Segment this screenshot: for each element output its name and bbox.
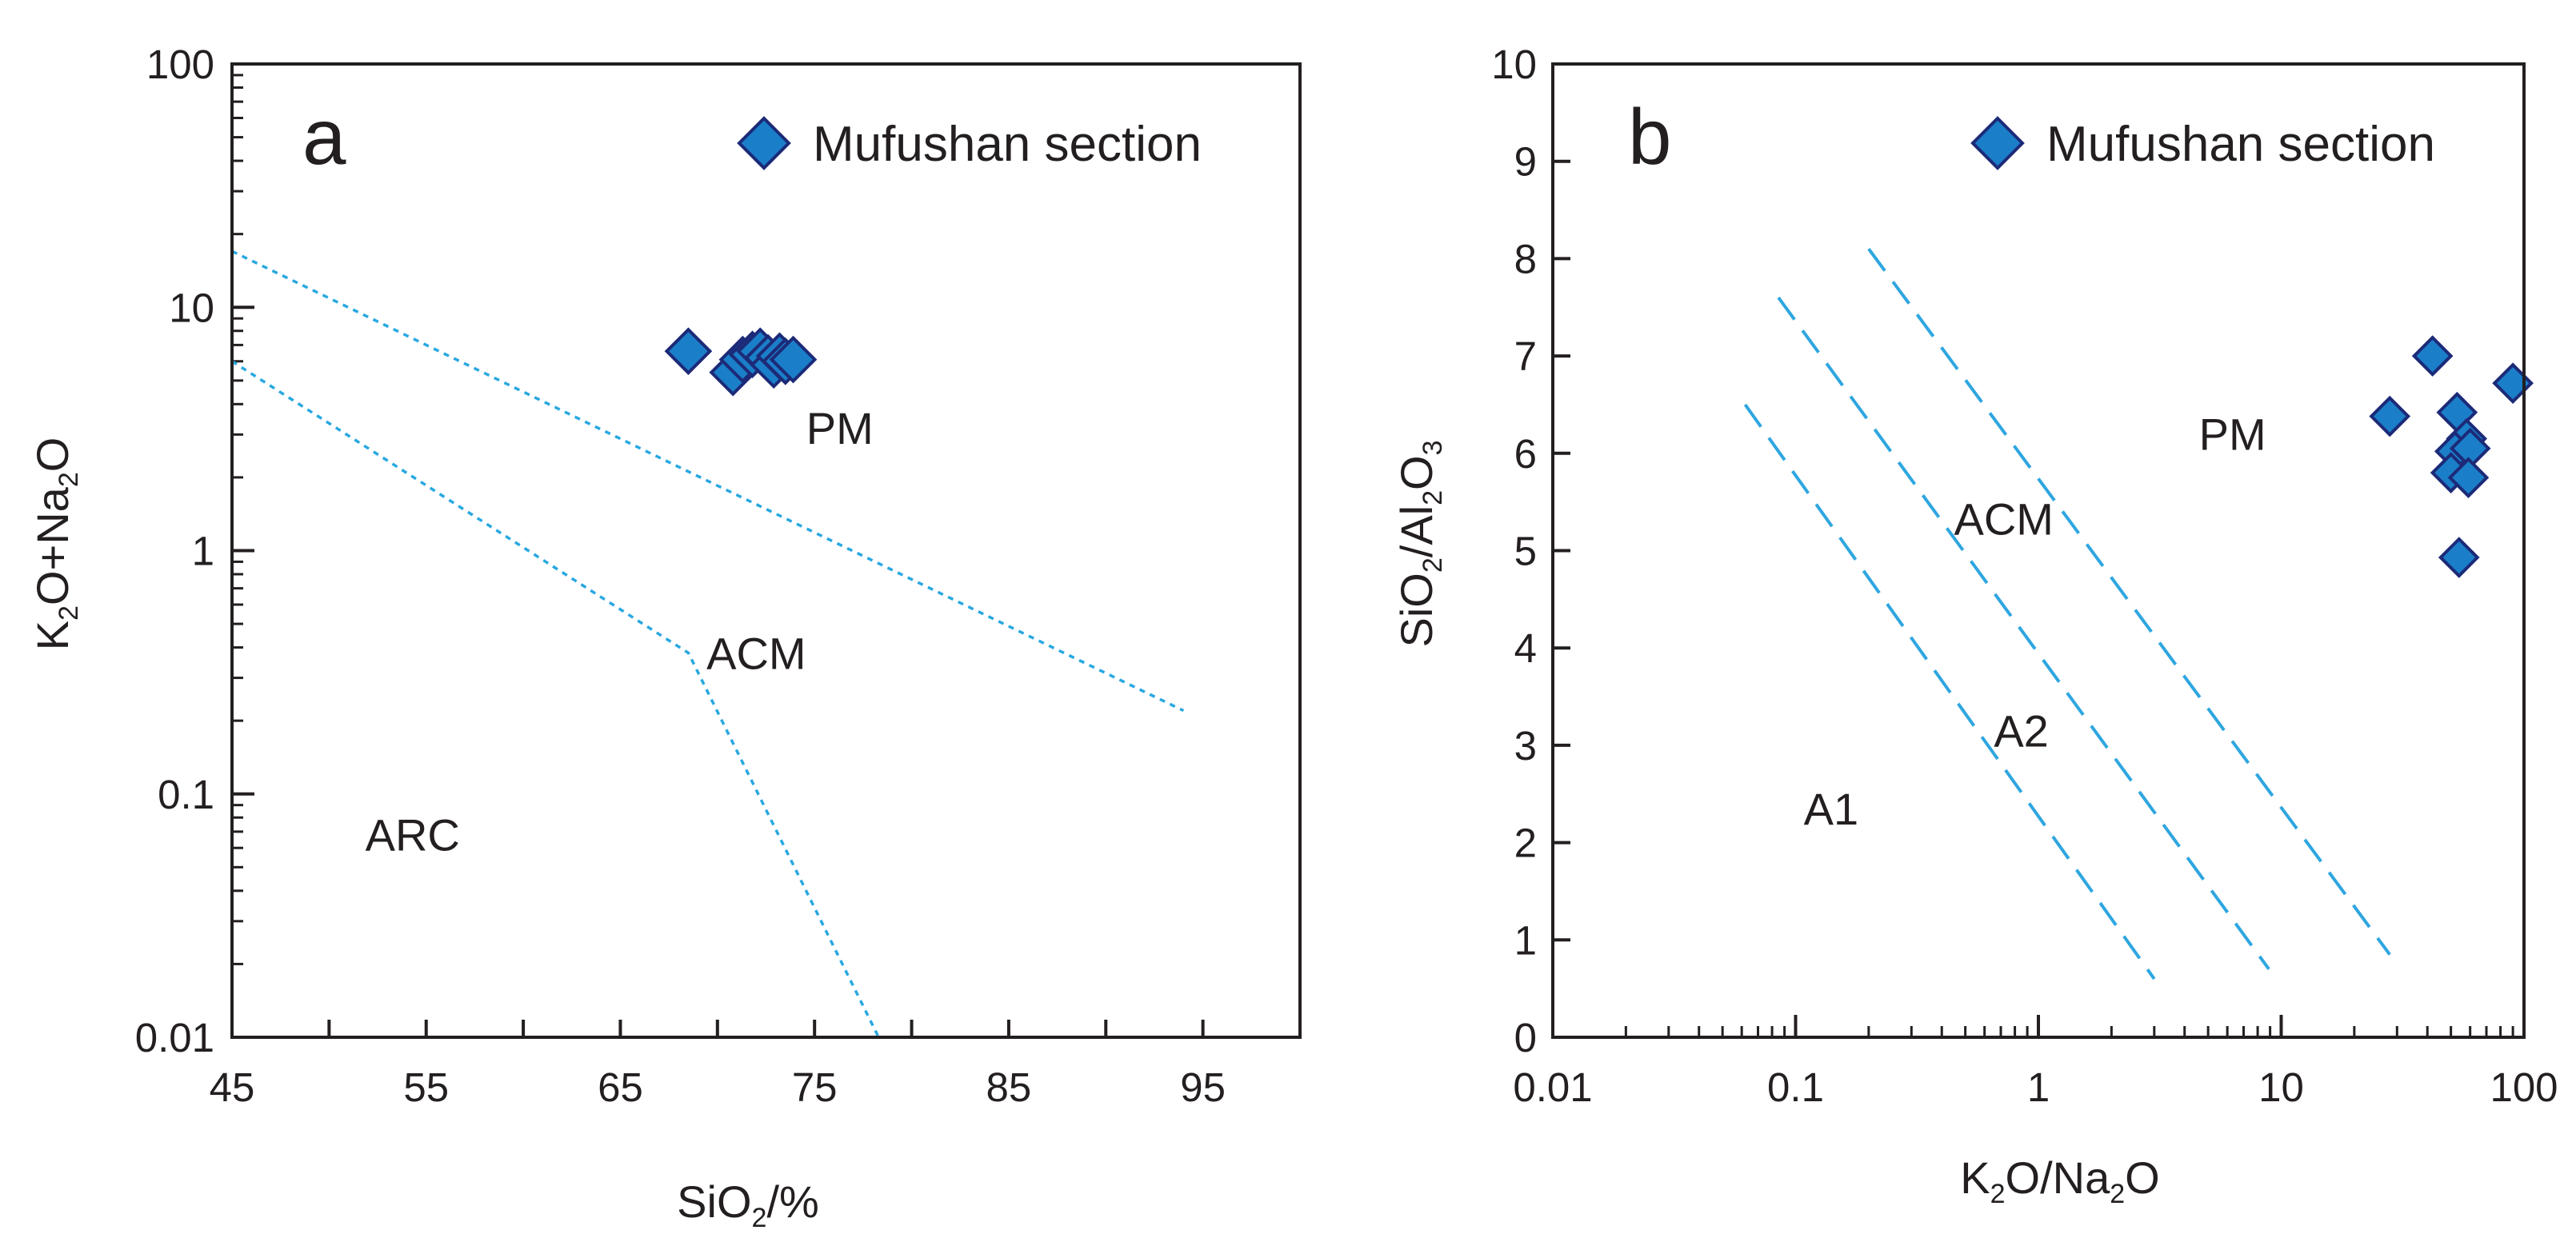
panel-b-y-tick-label: 0 — [1514, 1015, 1537, 1060]
panel-b-y-tick-label: 3 — [1514, 723, 1537, 769]
panel-b-region-a1: A1 — [1804, 784, 1859, 834]
panel-a-ylabel-part-3: 2 — [54, 472, 84, 487]
panel-b-ticks: 0.01 0.1 1 10 100 0 1 2 3 4 5 6 7 8 9 10 — [1491, 42, 2558, 1110]
panel-a-data-points — [664, 327, 818, 397]
panel-b-x-axis-title: K2O/Na2O — [1960, 1152, 2159, 1209]
panel-b-y-tick-label: 7 — [1514, 333, 1537, 379]
panel-a-legend-text: Mufushan section — [813, 117, 1202, 172]
panel-a-region-labels: PM ACM ARC — [366, 403, 874, 861]
panel-a-ylabel-part-0: K — [27, 621, 78, 650]
panel-b-xlabel-part-4: O — [2125, 1152, 2160, 1203]
panel-a-x-axis-title: SiO2/% — [677, 1176, 819, 1233]
panel-b: 0.01 0.1 1 10 100 0 1 2 3 4 5 6 7 8 9 10 PM ACM A2 A1 b Mu… — [1391, 42, 2558, 1209]
panel-a-ticks: 45 55 65 75 85 95 100 10 1 0.1 0.01 — [135, 42, 1226, 1110]
diamond-marker-icon — [1970, 116, 2025, 170]
panel-b-region-a2: A2 — [1994, 706, 2049, 757]
panel-a-ylabel-part-2: O+Na — [27, 486, 78, 605]
panel-a-region-acm: ACM — [706, 628, 806, 678]
panel-a-frame — [230, 62, 1302, 1039]
panel-a-x-tick-label: 65 — [598, 1064, 643, 1110]
panel-b-y-tick-label: 5 — [1514, 529, 1537, 574]
panel-b-data-point — [2411, 335, 2454, 377]
panel-a-y-tick-label: 10 — [169, 285, 214, 330]
panel-b-y-tick-label: 4 — [1514, 625, 1537, 671]
panel-a-data-point — [664, 327, 713, 375]
panel-b-y-tick-label: 6 — [1514, 431, 1537, 477]
panel-b-data-point — [2369, 395, 2411, 437]
panel-a-y-tick-label: 0.1 — [158, 772, 214, 817]
panel-b-x-tick-label: 0.01 — [1513, 1064, 1592, 1110]
panel-a-x-tick-label: 95 — [1180, 1064, 1226, 1110]
panel-b-data-points — [2369, 335, 2534, 578]
panel-a-ylabel-part-4: O — [27, 437, 78, 473]
panel-b-y-tick-label: 2 — [1514, 821, 1537, 866]
panel-b-ylabel-part-0: SiO — [1391, 573, 1442, 647]
panel-a-legend: Mufushan section — [737, 116, 1202, 172]
panel-a-boundary-line — [231, 360, 880, 1038]
panel-b-ylabel-part-4: O — [1391, 455, 1442, 490]
panel-a-y-tick-label: 0.01 — [135, 1015, 214, 1060]
panel-a-y-axis-title: K2O+Na2O — [27, 437, 84, 651]
panel-b-y-tick-label: 9 — [1514, 139, 1537, 185]
panel-a-x-tick-label: 85 — [986, 1064, 1032, 1110]
panel-b-x-tick-label: 100 — [2490, 1064, 2558, 1110]
panel-b-x-tick-label: 1 — [2027, 1064, 2050, 1110]
panel-b-xlabel-part-2: O/Na — [2006, 1152, 2111, 1203]
panel-b-ylabel-part-3: 2 — [1418, 490, 1448, 505]
panel-b-legend: Mufushan section — [1970, 116, 2435, 172]
panel-b-frame — [1551, 62, 2526, 1039]
panel-b-region-acm: ACM — [1954, 493, 2053, 544]
panel-b-ylabel-part-2: /Al — [1391, 505, 1442, 557]
panel-b-boundaries — [1743, 248, 2391, 980]
panel-b-y-axis-title: SiO2/Al2O3 — [1391, 440, 1448, 647]
panel-a-boundary-line — [231, 250, 1185, 713]
panel-a-ylabel-part-1: 2 — [54, 605, 84, 621]
panel-b-xlabel-part-1: 2 — [1990, 1179, 2006, 1209]
panel-b-xlabel-part-0: K — [1960, 1152, 1990, 1203]
panel-b-region-labels: PM ACM A2 A1 — [1804, 409, 2266, 834]
panel-b-y-tick-label: 1 — [1514, 917, 1537, 963]
panel-b-y-tick-label: 10 — [1491, 42, 1537, 87]
panel-a-xlabel-sub: 2 — [752, 1203, 767, 1233]
panel-a-boundaries — [231, 250, 1185, 1038]
panel-a-data-point — [769, 335, 818, 384]
panel-b-region-pm: PM — [2199, 409, 2266, 459]
panel-b-letter: b — [1628, 93, 1672, 181]
panel-a-x-tick-label: 55 — [403, 1064, 449, 1110]
panel-b-x-tick-label: 10 — [2258, 1064, 2304, 1110]
panel-b-y-tick-label: 8 — [1514, 236, 1537, 282]
panel-a-xlabel-base: SiO — [677, 1176, 751, 1227]
panel-b-boundary-line — [1743, 403, 2156, 980]
panel-b-boundary-line — [1867, 248, 2391, 956]
panel-b-ylabel-part-5: 3 — [1418, 440, 1448, 455]
panel-a-y-tick-label: 100 — [146, 42, 214, 87]
panel-b-x-tick-label: 0.1 — [1767, 1064, 1824, 1110]
panel-b-ylabel-part-1: 2 — [1418, 557, 1448, 573]
panel-a-region-arc: ARC — [366, 810, 460, 861]
panel-b-data-point — [2447, 457, 2490, 499]
panel-a: 45 55 65 75 85 95 100 10 1 0.1 0.01 PM ACM ARC a Muf… — [27, 42, 1302, 1233]
panel-a-y-tick-label: 1 — [192, 529, 214, 574]
panel-a-x-tick-label: 45 — [210, 1064, 255, 1110]
panel-a-letter: a — [302, 93, 346, 181]
diamond-marker-icon — [737, 116, 791, 170]
panel-b-boundary-line — [1777, 296, 2270, 970]
panel-a-x-tick-label: 75 — [792, 1064, 838, 1110]
panel-a-xlabel-suffix: /% — [766, 1176, 818, 1227]
panel-b-legend-text: Mufushan section — [2046, 117, 2435, 172]
panel-a-region-pm: PM — [806, 403, 874, 453]
panel-b-data-point — [2438, 537, 2480, 578]
panel-b-xlabel-part-3: 2 — [2110, 1179, 2125, 1209]
